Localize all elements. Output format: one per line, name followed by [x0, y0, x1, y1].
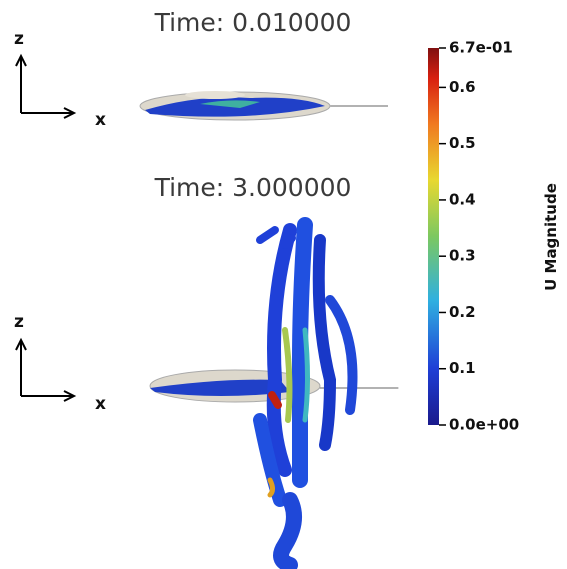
axis-label: z	[14, 312, 24, 332]
colorbar-tick-label: 0.2	[449, 303, 476, 321]
axes-triad	[15, 53, 77, 119]
axis-label: x	[95, 110, 106, 130]
axis-label: x	[95, 394, 106, 414]
colorbar-tick-label: 0.6	[449, 78, 476, 96]
vortex-render	[149, 217, 399, 569]
colorbar-tick-label: 0.1	[449, 359, 476, 377]
colorbar-tick-label: 0.0e+00	[449, 416, 519, 434]
colorbar-title: U Magnitude	[542, 183, 560, 291]
axis-label: z	[14, 29, 24, 49]
panel-title: Time: 0.010000	[154, 8, 352, 37]
panel-title: Time: 3.000000	[154, 173, 352, 202]
colorbar-tick-label: 0.3	[449, 247, 476, 265]
colorbar-tick-label: 6.7e-01	[449, 39, 513, 57]
axes-triad	[15, 337, 77, 402]
colorbar-tick-label: 0.5	[449, 134, 476, 152]
colorbar	[428, 48, 439, 425]
colorbar-tick-label: 0.4	[449, 190, 476, 208]
body-render	[139, 91, 388, 121]
